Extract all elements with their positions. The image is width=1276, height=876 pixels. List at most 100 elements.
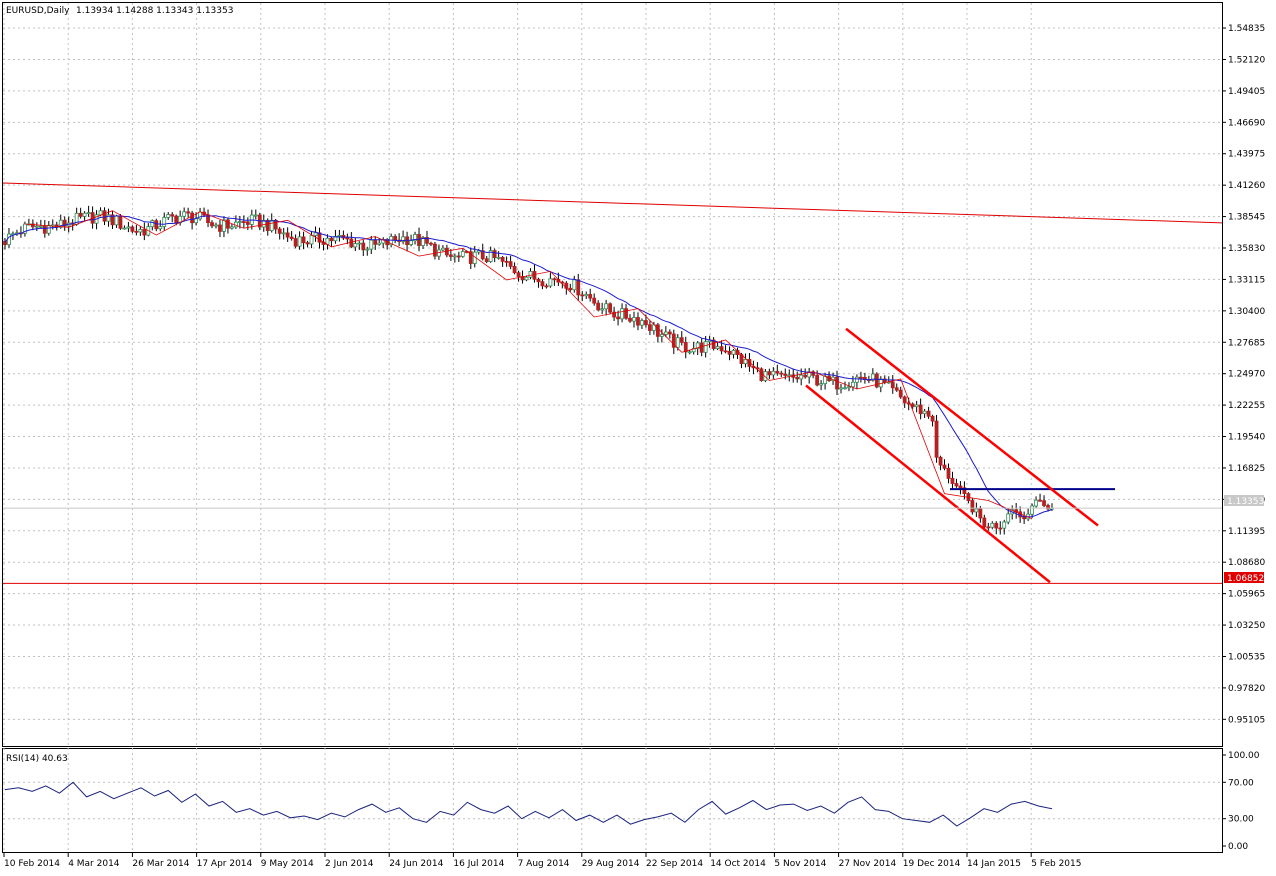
candle <box>468 247 473 270</box>
candle <box>779 370 784 378</box>
rsi-tick-label: 0.00 <box>1228 842 1248 852</box>
rsi-pane[interactable] <box>2 748 1223 853</box>
candle <box>138 225 143 236</box>
candle <box>655 322 660 343</box>
candle <box>277 227 282 240</box>
candle <box>699 338 704 357</box>
price-tick-label: 1.27685 <box>1228 338 1265 348</box>
price-tick-label: 0.97820 <box>1228 684 1265 694</box>
candle <box>186 207 191 218</box>
time-tick-label: 14 Jan 2015 <box>967 859 1021 869</box>
candle <box>775 364 780 376</box>
channel-upper-line <box>845 327 1099 527</box>
candle <box>190 210 195 230</box>
candle <box>926 406 931 419</box>
candle <box>787 369 792 382</box>
candle <box>612 306 616 322</box>
candle <box>934 414 939 463</box>
rsi-tick-label: 70.00 <box>1228 778 1254 788</box>
candle <box>679 331 684 346</box>
candle <box>480 243 485 261</box>
price-pane[interactable] <box>2 2 1223 747</box>
candle <box>492 248 497 263</box>
long-trendline <box>2 182 1223 224</box>
candle <box>819 380 824 391</box>
candle <box>452 253 457 263</box>
candle <box>715 341 720 350</box>
candle <box>667 329 672 339</box>
candle <box>839 383 843 394</box>
price-tick-label: 1.35830 <box>1228 244 1265 254</box>
candle <box>460 249 465 258</box>
time-tick-label: 2 Jun 2014 <box>325 859 374 869</box>
time-tick-label: 26 Mar 2014 <box>132 859 189 869</box>
rsi-line <box>4 781 1053 827</box>
candle <box>540 279 545 290</box>
candle <box>488 246 493 263</box>
candle <box>914 400 919 413</box>
candle <box>843 381 847 390</box>
candle <box>285 227 290 242</box>
candle <box>413 231 417 245</box>
candle <box>727 346 732 361</box>
candle <box>528 268 533 280</box>
candle <box>835 370 839 396</box>
price-tick-label: 1.00535 <box>1228 652 1265 662</box>
candle <box>763 368 768 383</box>
time-tick-label: 5 Nov 2014 <box>774 859 826 869</box>
candle <box>731 349 736 359</box>
candle <box>456 251 461 262</box>
candle <box>691 341 696 355</box>
time-tick-label: 19 Dec 2014 <box>903 859 961 869</box>
candle <box>1002 519 1007 535</box>
candle <box>218 219 222 238</box>
candle <box>214 222 218 229</box>
zigzag-line <box>24 210 1033 520</box>
time-tick-label: 17 Apr 2014 <box>197 859 253 869</box>
candle <box>106 208 111 227</box>
price-tick-label: 1.46690 <box>1228 118 1265 128</box>
price-tick-label: 1.33115 <box>1228 275 1265 285</box>
candle <box>222 216 226 238</box>
candle <box>659 329 664 343</box>
candle <box>102 207 107 226</box>
candle <box>508 255 513 270</box>
candle <box>166 212 171 220</box>
candle <box>154 218 159 232</box>
candle <box>182 207 187 221</box>
candle <box>855 374 859 389</box>
candle <box>170 212 175 223</box>
candle <box>500 256 505 267</box>
price-axis: 1.54835 1.52120 1.49405 1.46690 1.43975 1.412… <box>1222 24 1265 725</box>
price-tick-label: 1.24970 <box>1228 370 1265 380</box>
candle <box>640 318 644 330</box>
price-tick-label: 1.22255 <box>1228 401 1265 411</box>
candle <box>357 241 362 250</box>
candle <box>1030 503 1034 519</box>
candle <box>723 345 728 354</box>
candle <box>970 498 975 515</box>
candle <box>226 217 230 234</box>
candle <box>922 408 927 418</box>
candle <box>568 283 573 292</box>
rsi-series <box>4 781 1053 827</box>
candle <box>616 310 620 326</box>
time-tick-label: 9 May 2014 <box>261 859 314 869</box>
price-tick-label: 1.08680 <box>1228 558 1265 568</box>
candle <box>795 371 800 383</box>
candle <box>978 506 983 523</box>
candle <box>958 481 963 495</box>
candle <box>938 455 943 471</box>
candle <box>301 231 306 250</box>
candle <box>950 471 955 489</box>
chart-overlays <box>2 182 1223 584</box>
candle <box>902 395 907 408</box>
price-tick-label: 1.11395 <box>1228 527 1265 537</box>
time-tick-label: 10 Feb 2014 <box>4 859 60 869</box>
candle <box>448 249 453 261</box>
time-tick-label: 29 Aug 2014 <box>582 859 640 869</box>
candle <box>604 299 609 316</box>
time-tick-label: 5 Feb 2015 <box>1031 859 1081 869</box>
